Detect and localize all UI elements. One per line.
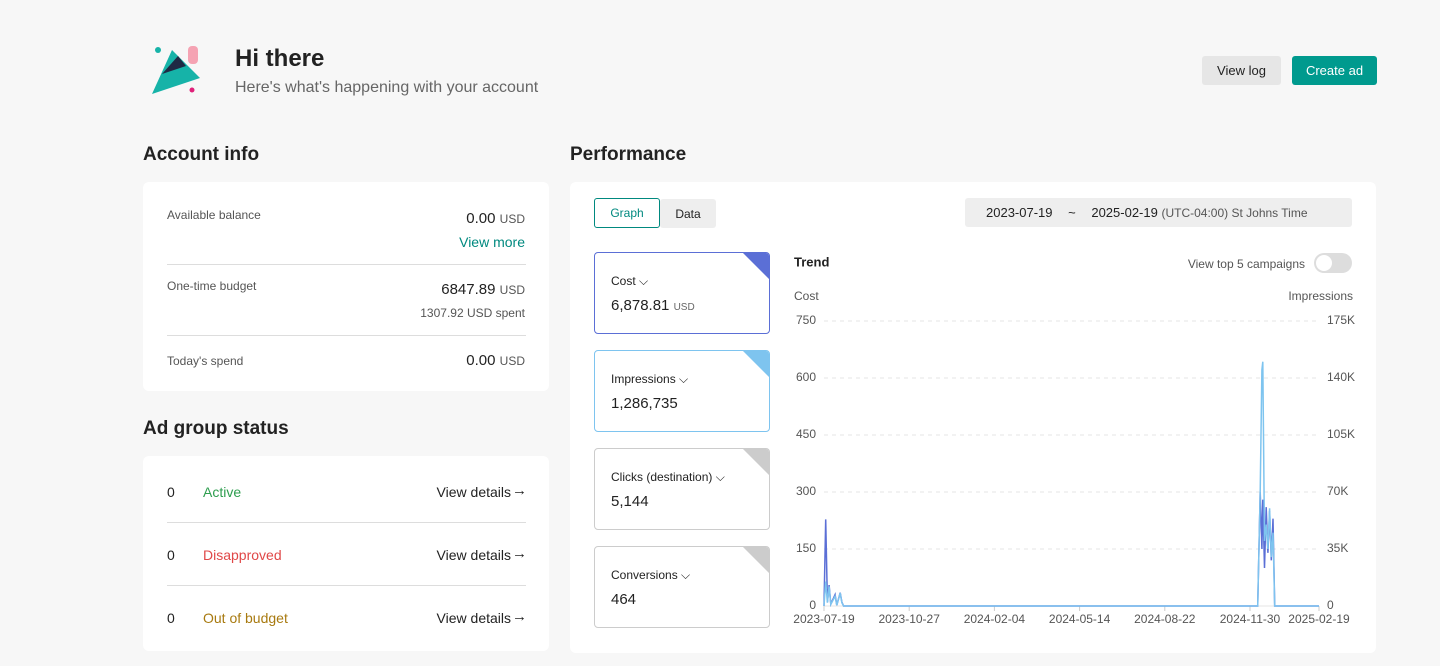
label: Conversions: [611, 568, 678, 582]
value: 0.00: [466, 210, 496, 227]
status: Disapproved: [203, 547, 282, 563]
date-sep: ~: [1068, 205, 1076, 220]
metric-value: 464: [611, 591, 636, 608]
arrow-icon: →: [512, 482, 527, 499]
metric-value: 5,144: [611, 493, 649, 510]
y-tick-label: 150: [796, 541, 816, 555]
timezone: (UTC-04:00) St Johns Time: [1161, 206, 1308, 220]
x-tick-label: 2024-08-22: [1134, 612, 1196, 626]
metric-card[interactable]: Conversions ⌵ 464: [594, 546, 770, 628]
label: Clicks (destination): [611, 470, 713, 484]
label: Impressions: [611, 372, 676, 386]
metric-label: Conversions ⌵: [611, 568, 691, 582]
status-card: [143, 456, 549, 651]
spent: 1307.92 USD spent: [420, 306, 525, 320]
unit: USD: [499, 283, 525, 297]
value: 464: [611, 591, 637, 608]
x-tick-label: 2024-11-30: [1220, 612, 1281, 626]
x-tick-label: 2024-05-14: [1049, 612, 1111, 626]
toggle[interactable]: [1314, 253, 1352, 273]
title: Hi there: [235, 45, 325, 72]
count: 0: [167, 547, 175, 563]
view-log-button[interactable]: View log: [1202, 56, 1281, 85]
label: Today's spend: [167, 354, 244, 368]
y2-tick-label: 140K: [1327, 370, 1355, 384]
y2-tick-label: 0: [1327, 598, 1334, 612]
y-tick-label: 0: [809, 598, 816, 612]
unit: USD: [499, 212, 525, 226]
count: 0: [167, 610, 175, 626]
label: One-time budget: [167, 279, 257, 293]
metric-label: Clicks (destination) ⌵: [611, 470, 725, 484]
metric-value: 1,286,735: [611, 395, 678, 412]
amount: 0.00 USD: [466, 352, 525, 369]
value: 1,286,735: [611, 395, 678, 412]
value: 5,144: [611, 493, 649, 510]
y2-tick-label: 105K: [1327, 427, 1355, 441]
section-title: Performance: [570, 144, 687, 165]
y-tick-label: 750: [796, 313, 816, 327]
y-axis-title: Cost: [794, 289, 819, 303]
date-end: 2025-02-19: [1091, 205, 1158, 220]
status: Active: [203, 484, 242, 500]
arrow-icon: →: [512, 545, 527, 562]
value: 6,878.81: [611, 297, 670, 314]
x-tick-label: 2023-07-19: [793, 612, 855, 626]
amount: 0.00 USD: [466, 210, 525, 227]
link[interactable]: View details: [436, 547, 511, 563]
y-tick-label: 600: [796, 370, 816, 384]
y-tick-label: 300: [796, 484, 816, 498]
metric-card[interactable]: Impressions ⌵ 1,286,735: [594, 350, 770, 432]
y2-tick-label: 175K: [1327, 313, 1355, 327]
toggle-label: View top 5 campaigns: [1187, 257, 1305, 271]
date-start: 2023-07-19: [986, 205, 1053, 220]
count: 0: [167, 484, 175, 500]
y2-axis-title: Impressions: [1288, 289, 1353, 303]
chart: Trend Cost Impressions 0 150 300 450 600 750 0 35K…: [793, 254, 1355, 626]
value: 0.00: [466, 352, 496, 369]
label: Available balance: [167, 208, 261, 222]
account-card: [143, 182, 549, 391]
graph-tab[interactable]: Graph: [594, 198, 660, 228]
y2-tick-label: 70K: [1327, 484, 1348, 498]
series-line: [823, 361, 1319, 607]
label: Cost: [611, 274, 636, 288]
y2-tick-label: 35K: [1327, 541, 1348, 555]
x-tick-label: 2023-10-27: [879, 612, 941, 626]
x-tick-label: 2025-02-19: [1288, 612, 1350, 626]
unit: USD: [673, 302, 695, 313]
create-ad-button[interactable]: Create ad: [1292, 56, 1377, 85]
amount: 6847.89 USD: [441, 281, 525, 298]
link[interactable]: View details: [436, 484, 511, 500]
chart-title: Trend: [794, 254, 829, 269]
subtitle: Here's what's happening with your accoun…: [235, 79, 539, 96]
y-tick-label: 450: [796, 427, 816, 441]
metric-card[interactable]: Cost ⌵ 6,878.81 USD: [594, 252, 770, 334]
date-picker[interactable]: 2023-07-19 ~ 2025-02-19 (UTC-04:00) St J…: [965, 198, 1352, 227]
party-icon: [152, 46, 200, 94]
status: Out of budget: [203, 610, 288, 626]
link[interactable]: View more: [459, 234, 525, 250]
metric-card[interactable]: Clicks (destination) ⌵ 5,144: [594, 448, 770, 530]
metric-value: 6,878.81 USD: [611, 297, 695, 314]
value: 6847.89: [441, 281, 496, 298]
arrow-icon: →: [512, 608, 527, 625]
section-title: Ad group status: [143, 418, 289, 439]
link[interactable]: View details: [436, 610, 511, 626]
unit: USD: [499, 354, 525, 368]
metric-label: Impressions ⌵: [611, 372, 689, 386]
section-title: Account info: [143, 144, 260, 165]
x-tick-label: 2024-02-04: [964, 612, 1026, 626]
metric-label: Cost ⌵: [611, 274, 649, 288]
data-tab[interactable]: Data: [660, 199, 716, 228]
